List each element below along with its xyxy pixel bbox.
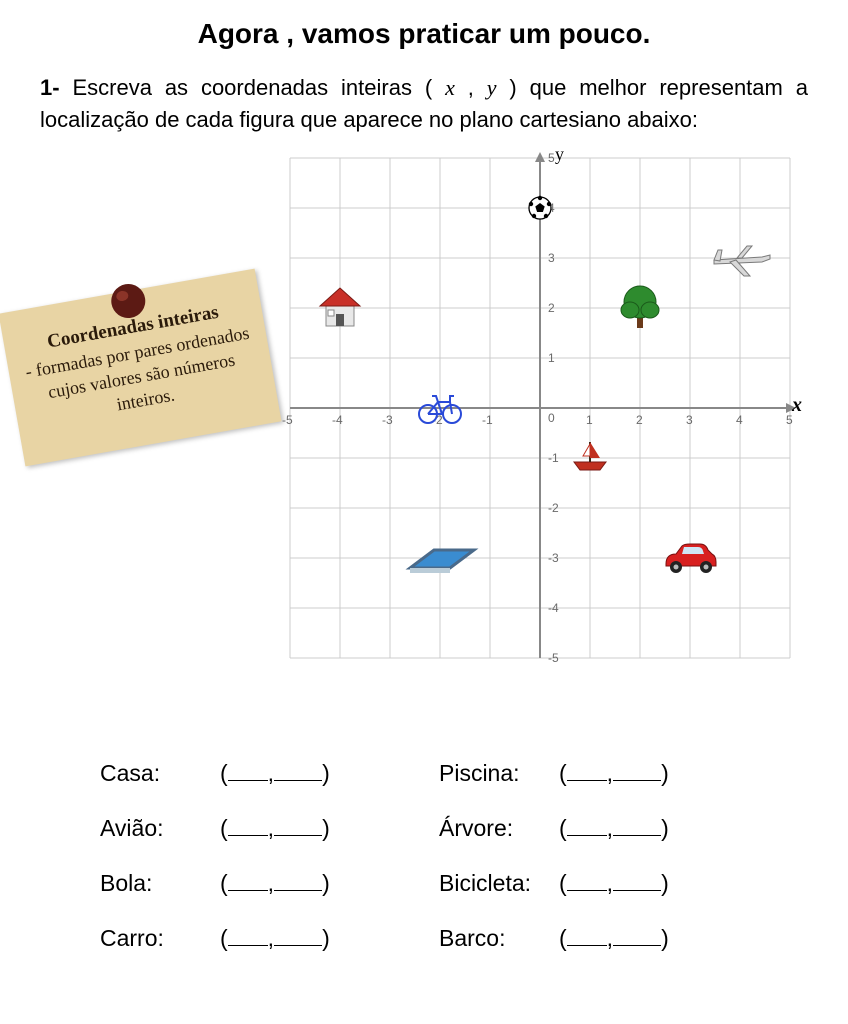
house-icon xyxy=(320,288,360,326)
svg-text:-1: -1 xyxy=(482,413,493,427)
var-y: y xyxy=(487,75,497,100)
page-title: Agora , vamos praticar um pouco. xyxy=(0,0,848,50)
coordinate-plane: y x -5-4-3-2-1012345-5-4-3-2-112345 xyxy=(280,148,800,668)
answer-blank[interactable]: (,) xyxy=(220,925,330,952)
svg-text:-3: -3 xyxy=(382,413,393,427)
svg-text:3: 3 xyxy=(548,251,555,265)
answer-label: Carro: xyxy=(100,925,220,952)
y-axis-label: y xyxy=(555,144,564,165)
svg-text:-5: -5 xyxy=(282,413,293,427)
answer-row: Avião:(,) xyxy=(100,815,439,842)
answer-label: Casa: xyxy=(100,760,220,787)
svg-text:2: 2 xyxy=(636,413,643,427)
answer-blank[interactable]: (,) xyxy=(220,760,330,787)
answer-row: Piscina:(,) xyxy=(439,760,778,787)
answer-blank[interactable]: (,) xyxy=(220,815,330,842)
svg-text:2: 2 xyxy=(548,301,555,315)
soccer-ball-icon xyxy=(529,196,551,219)
answer-label: Árvore: xyxy=(439,815,559,842)
answer-blank[interactable]: (,) xyxy=(559,925,669,952)
sailboat-icon xyxy=(574,442,606,470)
svg-text:3: 3 xyxy=(686,413,693,427)
var-x: x xyxy=(445,75,455,100)
var-sep: , xyxy=(455,75,487,100)
answer-row: Barco:(,) xyxy=(439,925,778,952)
answer-blank[interactable]: (,) xyxy=(559,870,669,897)
answer-blank[interactable]: (,) xyxy=(559,815,669,842)
airplane-icon xyxy=(714,246,770,276)
svg-text:1: 1 xyxy=(586,413,593,427)
svg-text:-5: -5 xyxy=(548,651,559,665)
answer-row: Carro:(,) xyxy=(100,925,439,952)
answer-label: Barco: xyxy=(439,925,559,952)
answer-row: Árvore:(,) xyxy=(439,815,778,842)
answer-blank[interactable]: (,) xyxy=(220,870,330,897)
car-icon xyxy=(666,544,716,573)
x-axis-label: x xyxy=(792,394,802,417)
pin-icon xyxy=(105,278,151,324)
tree-icon xyxy=(621,286,659,328)
question-text: 1- Escreva as coordenadas inteiras ( x ,… xyxy=(0,50,848,136)
answer-label: Avião: xyxy=(100,815,220,842)
answer-blank[interactable]: (,) xyxy=(559,760,669,787)
answer-label: Bicicleta: xyxy=(439,870,559,897)
svg-text:4: 4 xyxy=(736,413,743,427)
sticky-note: Coordenadas inteiras - formadas por pare… xyxy=(0,268,281,466)
svg-text:-4: -4 xyxy=(548,601,559,615)
question-number: 1- xyxy=(40,75,60,100)
svg-text:-2: -2 xyxy=(548,501,559,515)
answer-label: Bola: xyxy=(100,870,220,897)
svg-text:1: 1 xyxy=(548,351,555,365)
svg-text:-3: -3 xyxy=(548,551,559,565)
answer-row: Bicicleta:(,) xyxy=(439,870,778,897)
chart-svg: -5-4-3-2-1012345-5-4-3-2-112345 xyxy=(280,148,800,668)
pool-icon xyxy=(410,550,474,573)
answers-grid: Casa:(,)Piscina:(,)Avião:(,)Árvore:(,)Bo… xyxy=(0,760,848,952)
svg-text:0: 0 xyxy=(548,411,555,425)
answer-row: Casa:(,) xyxy=(100,760,439,787)
svg-text:-1: -1 xyxy=(548,451,559,465)
svg-text:5: 5 xyxy=(548,151,555,165)
answer-label: Piscina: xyxy=(439,760,559,787)
svg-text:-4: -4 xyxy=(332,413,343,427)
main-area: Coordenadas inteiras - formadas por pare… xyxy=(0,136,848,666)
answer-row: Bola:(,) xyxy=(100,870,439,897)
question-pre: Escreva as coordenadas inteiras ( xyxy=(72,75,432,100)
